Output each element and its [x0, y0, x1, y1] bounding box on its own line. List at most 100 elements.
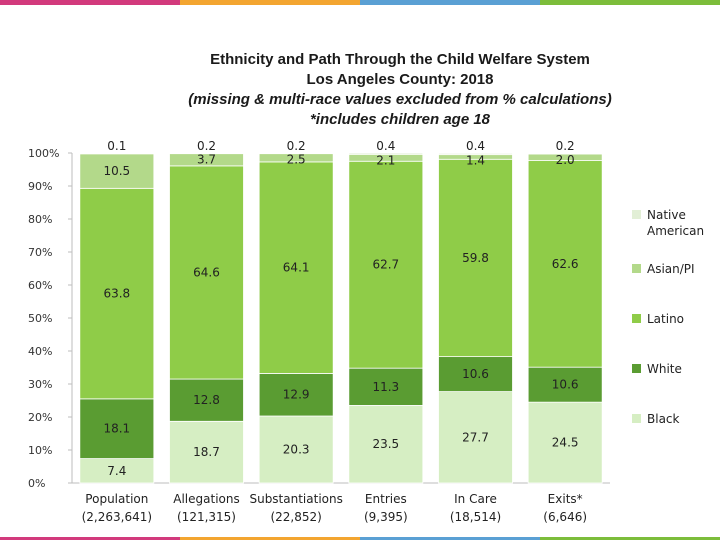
y-tick-label: 40% — [28, 345, 52, 358]
y-tick-label: 100% — [28, 147, 59, 160]
y-tick-label: 60% — [28, 279, 52, 292]
y-tick-label: 10% — [28, 444, 52, 457]
bar-segment-native-american — [258, 152, 334, 155]
data-label-white: 12.8 — [193, 393, 220, 407]
data-label-latino: 59.8 — [462, 251, 489, 265]
accent-green — [540, 0, 720, 5]
accent-pink-bottom — [0, 537, 180, 540]
bar-segment-native-american — [79, 152, 155, 155]
bar-segment-black — [348, 405, 424, 484]
data-label-black: 18.7 — [193, 445, 220, 459]
x-category-label: In Care — [454, 492, 497, 506]
data-label-latino: 62.6 — [552, 257, 579, 271]
bar-segment-latino — [258, 161, 334, 374]
accent-pink — [0, 0, 180, 5]
data-label-white: 10.6 — [552, 378, 579, 392]
legend-swatch-latino — [632, 314, 641, 323]
x-category-label: Population — [85, 492, 148, 506]
chart-note-age: *includes children age 18 — [309, 111, 491, 128]
accent-orange-bottom — [180, 537, 360, 540]
data-label-asian-pi: 2.5 — [287, 153, 306, 167]
data-label-latino: 62.7 — [372, 258, 399, 272]
legend-label: Latino — [647, 312, 684, 326]
chart-note-missing: (missing & multi-race values excluded fr… — [188, 91, 612, 108]
data-label-asian-pi: 10.5 — [103, 164, 130, 178]
data-label-latino: 63.8 — [103, 287, 130, 301]
data-label-black: 7.4 — [107, 464, 126, 478]
x-category-count: (9,395) — [364, 510, 408, 524]
bar-segment-native-american — [348, 152, 424, 155]
bar-segment-latino — [348, 160, 424, 369]
bar-segment-latino — [79, 187, 155, 400]
x-category-label: Substantiations — [249, 492, 342, 506]
data-label-asian-pi: 3.7 — [197, 153, 216, 167]
bar-segment-black — [258, 415, 334, 484]
data-label-asian-pi: 2.0 — [556, 153, 575, 167]
accent-green-bottom — [540, 537, 720, 540]
data-label-native-american: 0.4 — [466, 139, 485, 153]
x-category-count: (2,263,641) — [82, 510, 152, 524]
bar-segment-native-american — [527, 152, 603, 155]
accent-orange — [180, 0, 360, 5]
bar-segment-white — [348, 367, 424, 406]
data-label-native-american: 0.1 — [107, 139, 126, 153]
data-label-white: 18.1 — [103, 422, 130, 436]
legend-swatch-black — [632, 414, 641, 423]
bar-segment-native-american — [438, 152, 513, 156]
bar-segment-white — [258, 373, 334, 417]
data-label-asian-pi: 2.1 — [376, 153, 395, 167]
y-tick-label: 80% — [28, 213, 52, 226]
bar-segment-black — [169, 420, 244, 484]
data-label-asian-pi: 1.4 — [466, 154, 485, 168]
bottom-accent-bar — [0, 537, 720, 540]
data-label-latino: 64.6 — [193, 265, 220, 279]
legend-label: American — [647, 224, 704, 238]
data-label-native-american: 0.2 — [287, 139, 306, 153]
bar-segment-latino — [169, 165, 244, 380]
chart-subtitle: Los Angeles County: 2018 — [306, 71, 494, 88]
x-category-count: (18,514) — [450, 510, 501, 524]
data-label-latino: 64.1 — [283, 261, 310, 275]
y-tick-label: 20% — [28, 411, 52, 424]
legend-label: White — [647, 362, 682, 376]
x-category-label: Entries — [365, 492, 407, 506]
accent-blue — [360, 0, 540, 5]
legend-swatch-white — [632, 364, 641, 373]
y-tick-label: 30% — [28, 378, 52, 391]
data-label-white: 12.9 — [283, 388, 310, 402]
x-category-count: (121,315) — [177, 510, 236, 524]
data-label-native-american: 0.2 — [197, 139, 216, 153]
y-tick-label: 50% — [28, 312, 52, 325]
data-label-black: 23.5 — [372, 437, 399, 451]
bar-segment-white — [79, 398, 155, 459]
x-category-label: Exits* — [548, 492, 583, 506]
top-accent-bar — [0, 0, 720, 5]
data-label-native-american: 0.2 — [556, 139, 575, 153]
legend-label: Black — [647, 412, 680, 426]
legend-swatch-asian-pi — [632, 264, 641, 273]
legend-label: Native — [647, 208, 686, 222]
chart-title: Ethnicity and Path Through the Child Wel… — [210, 51, 590, 68]
x-category-label: Allegations — [173, 492, 239, 506]
data-label-white: 10.6 — [462, 367, 489, 381]
bar-segment-latino — [527, 160, 603, 368]
legend-swatch-native-american — [632, 210, 641, 219]
bar-segment-native-american — [169, 152, 244, 155]
x-category-count: (6,646) — [543, 510, 587, 524]
data-label-white: 11.3 — [372, 380, 399, 394]
y-tick-label: 90% — [28, 180, 52, 193]
y-tick-label: 0% — [28, 477, 45, 490]
chart-title-block: Ethnicity and Path Through the Child Wel… — [100, 50, 700, 130]
legend-label: Asian/PI — [647, 262, 695, 276]
bar-segment-white — [169, 378, 244, 422]
bar-segment-black — [527, 401, 603, 484]
data-label-black: 20.3 — [283, 443, 310, 457]
accent-blue-bottom — [360, 537, 540, 540]
data-label-black: 27.7 — [462, 430, 489, 444]
y-tick-label: 70% — [28, 246, 52, 259]
data-label-native-american: 0.4 — [376, 139, 395, 153]
x-category-count: (22,852) — [270, 510, 321, 524]
data-label-black: 24.5 — [552, 436, 579, 450]
bar-segment-latino — [438, 158, 513, 358]
